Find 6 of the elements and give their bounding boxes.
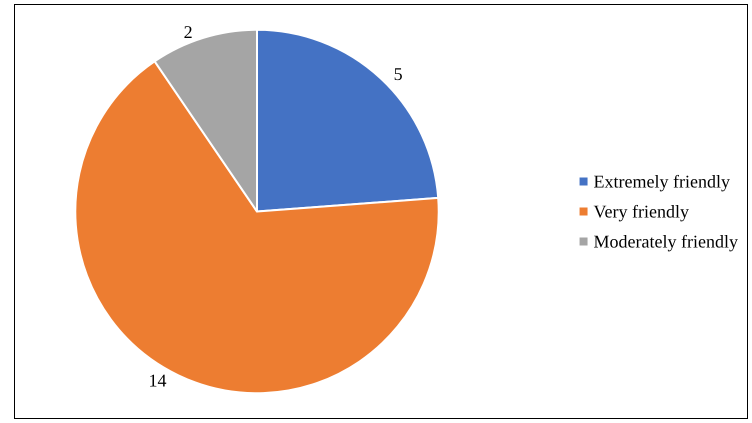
data-label: 2 <box>184 22 193 42</box>
data-label: 14 <box>148 370 167 391</box>
legend-label: Very friendly <box>594 202 690 222</box>
legend-label: Extremely friendly <box>594 172 730 192</box>
legend-label: Moderately friendly <box>594 232 738 252</box>
data-label: 5 <box>394 64 403 84</box>
